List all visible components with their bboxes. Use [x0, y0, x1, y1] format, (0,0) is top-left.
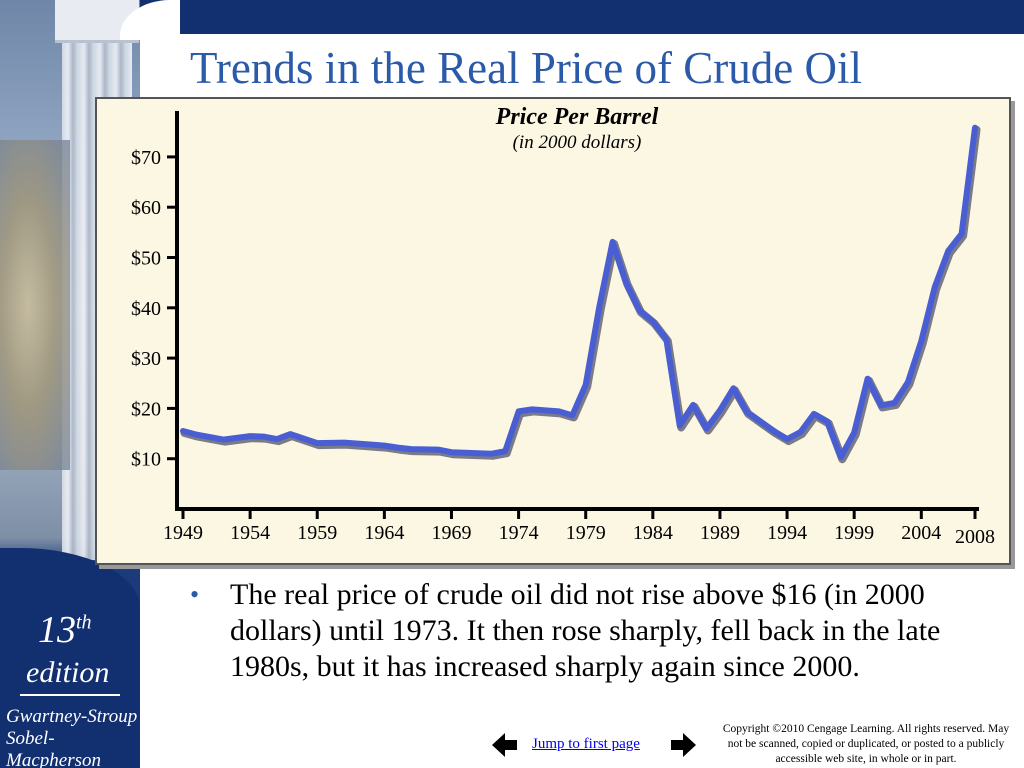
sidebar-wave-decoration [0, 548, 140, 768]
x-tick-label: 1994 [767, 522, 807, 544]
edition-number: 13th [38, 609, 92, 651]
y-tick-label: $30 [131, 348, 161, 370]
bullet-text: The real price of crude oil did not rise… [230, 578, 941, 683]
author-line-1: Gwartney-Stroup [6, 706, 138, 727]
x-tick-label: 1984 [633, 522, 673, 544]
edition-word: edition [26, 656, 110, 689]
y-axis-ticks: $10 $20 $30 $40 $50 $60 $70 [131, 147, 177, 471]
prev-arrow-icon[interactable] [492, 732, 518, 758]
edition-divider [20, 694, 120, 696]
author-line-2: Sobel-Macpherson [6, 728, 101, 768]
chart-title: Price Per Barrel [495, 104, 659, 130]
edition-suffix: th [76, 611, 92, 634]
x-tick-label: 1979 [566, 522, 606, 544]
x-axis-ticks: 1949 1954 1959 1964 1969 1974 1979 1984 1989 1994… [163, 509, 995, 548]
x-tick-label: 1954 [230, 522, 270, 544]
y-tick-label: $40 [131, 298, 161, 320]
x-tick-label: 1959 [297, 522, 337, 544]
y-tick-label: $20 [131, 398, 161, 420]
x-tick-label: 1974 [499, 522, 539, 544]
slide-title: Trends in the Real Price of Crude Oil [190, 43, 862, 93]
x-tick-label: 1949 [163, 522, 203, 544]
x-tick-label: 1964 [364, 522, 404, 544]
x-tick-label: 1999 [834, 522, 874, 544]
copyright-notice: Copyright ©2010 Cengage Learning. All ri… [722, 723, 1010, 765]
x-tick-label: 2008 [955, 526, 995, 548]
price-series [180, 124, 981, 464]
x-tick-label: 1989 [700, 522, 740, 544]
series-line [180, 124, 978, 461]
y-tick-label: $50 [131, 248, 161, 270]
chart-subtitle: (in 2000 dollars) [513, 132, 642, 153]
top-banner [140, 0, 1024, 34]
bullet-marker: • [190, 580, 200, 609]
authors: Gwartney-Stroup Sobel-Macpherson [6, 706, 140, 768]
next-arrow-icon[interactable] [670, 732, 696, 758]
y-tick-label: $60 [131, 197, 161, 219]
chart-frame [95, 97, 1011, 565]
portrait-decoration [0, 140, 70, 470]
price-chart: Price Per Barrel (in 2000 dollars) $10 $2… [131, 104, 995, 548]
y-tick-label: $10 [131, 449, 161, 471]
x-tick-label: 2004 [901, 522, 941, 544]
y-tick-label: $70 [131, 147, 161, 169]
x-tick-label: 1969 [431, 522, 471, 544]
jump-to-first-page-link[interactable]: Jump to first page [532, 736, 640, 752]
chart-axes [175, 111, 979, 511]
